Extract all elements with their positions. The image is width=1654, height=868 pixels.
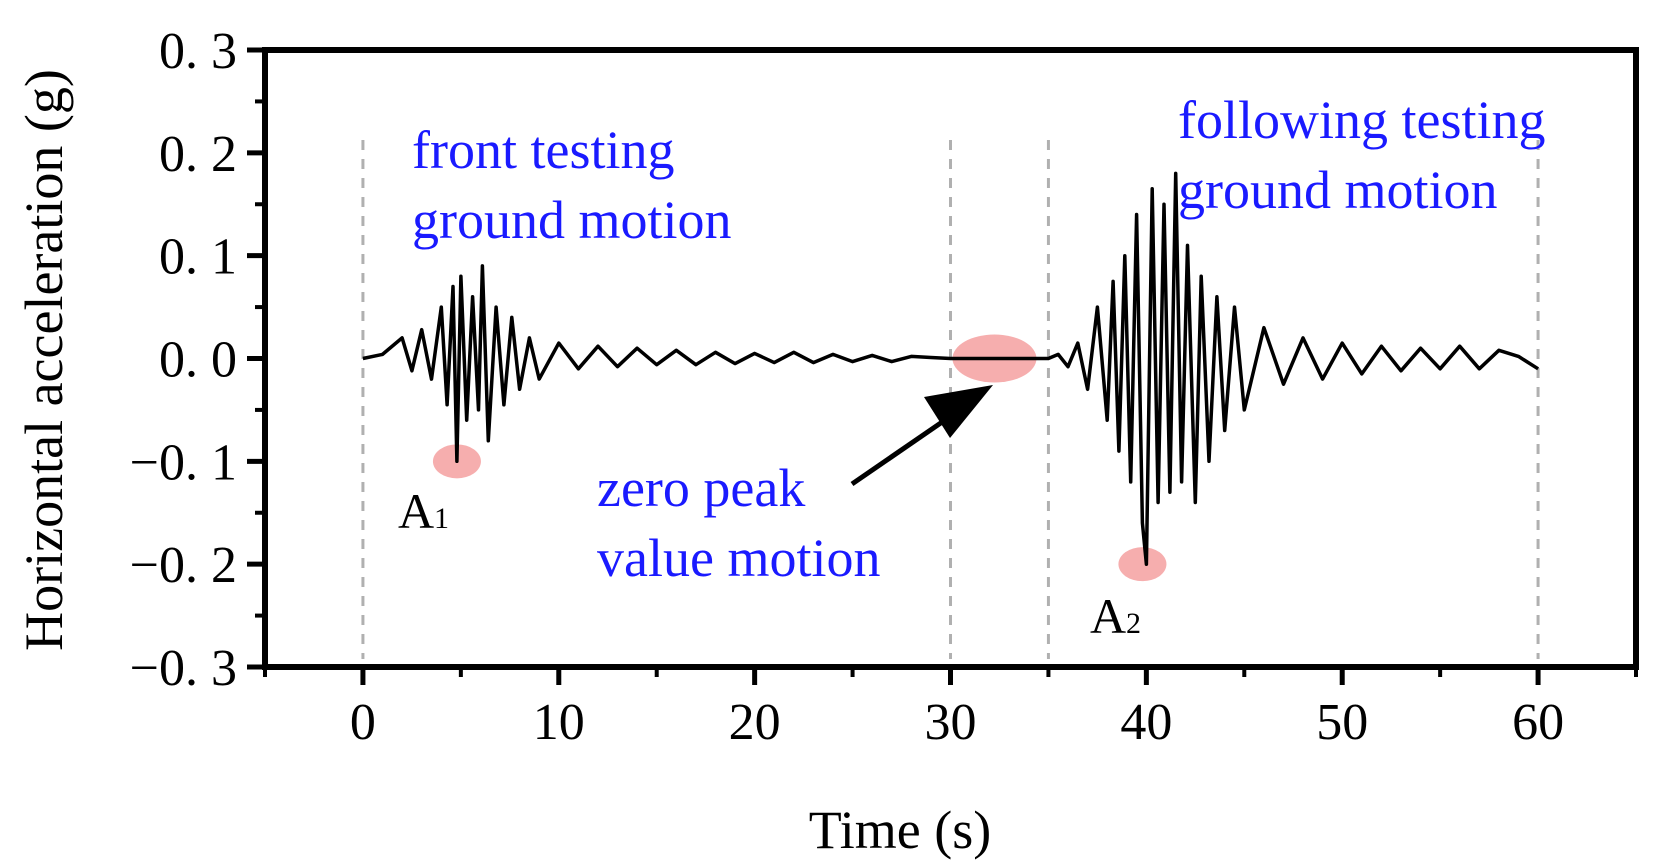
x-axis-title: Time (s)	[809, 800, 992, 860]
series-line-0	[362, 171, 1540, 566]
x-tick-label: 60	[1512, 694, 1564, 751]
y-tick-label: 0. 2	[159, 126, 237, 183]
peak-label-a1-letter: A	[398, 483, 434, 539]
y-tick-label: −0. 2	[130, 537, 237, 594]
following-motion-label: following testing ground motion	[1178, 90, 1545, 220]
x-tick-label: 40	[1120, 694, 1172, 751]
y-tick-label: 0. 1	[159, 229, 237, 286]
front-motion-label-line1: front testing	[412, 120, 674, 180]
y-tick-label: 0. 3	[159, 23, 237, 80]
series-layer	[362, 171, 1540, 566]
y-tick-label: −0. 1	[130, 434, 237, 491]
highlight-a2	[1118, 547, 1167, 582]
tick-labels: 0 10 20 30 40 50 60 0. 3 0. 2 0. 1 0. 0 −0. 1 −0. 2 −…	[130, 23, 1564, 751]
front-motion-label: front testing ground motion	[412, 120, 732, 250]
y-tick-label: 0. 0	[159, 332, 237, 389]
arrow-head	[924, 385, 993, 438]
y-axis-title: Horizontal acceleration (g)	[14, 69, 74, 651]
x-tick-label: 30	[925, 694, 977, 751]
peak-label-a1-subscript: 1	[434, 502, 449, 535]
following-motion-label-line1: following testing	[1178, 90, 1545, 150]
x-tick-label: 50	[1316, 694, 1368, 751]
following-motion-label-line2: ground motion	[1178, 160, 1498, 220]
x-tick-label: 10	[533, 694, 585, 751]
zero-motion-arrow	[850, 385, 993, 487]
peak-label-a2-letter: A	[1090, 588, 1126, 644]
y-tick-label: −0. 3	[130, 640, 237, 697]
zero-motion-label-line1: zero peak	[597, 458, 805, 518]
x-tick-label: 0	[350, 694, 376, 751]
zero-motion-label: zero peak value motion	[597, 458, 880, 588]
zero-motion-label-line2: value motion	[597, 528, 880, 588]
front-motion-label-line2: ground motion	[412, 190, 732, 250]
peak-label-a1: A 1	[398, 483, 449, 539]
peak-label-a2: A 2	[1090, 588, 1141, 644]
x-tick-label: 20	[729, 694, 781, 751]
peak-label-a2-subscript: 2	[1126, 607, 1141, 640]
arrow-shaft	[850, 415, 950, 487]
axis-ticks	[247, 47, 1638, 685]
